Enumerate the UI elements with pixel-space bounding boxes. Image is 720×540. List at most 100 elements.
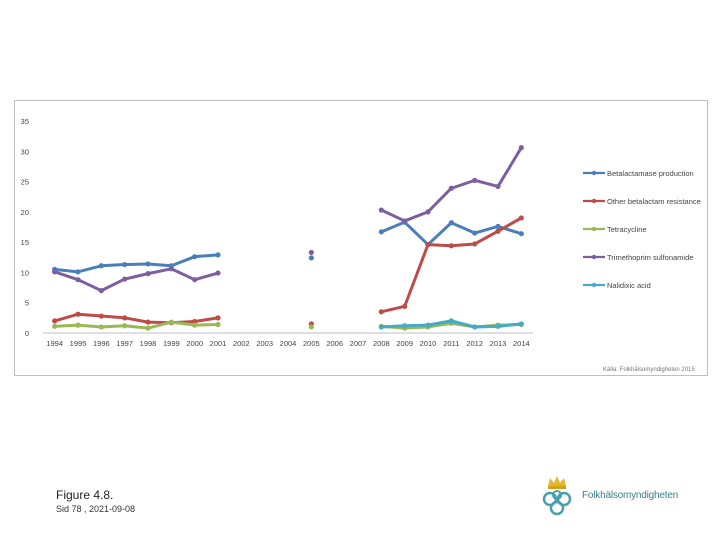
data-point — [215, 321, 221, 328]
data-point — [75, 269, 81, 275]
x-tick-label: 2014 — [513, 339, 530, 348]
data-point — [122, 323, 128, 329]
data-point — [168, 266, 174, 272]
y-tick-label: 0 — [25, 329, 29, 338]
x-tick-label: 2010 — [420, 339, 437, 348]
data-point — [52, 269, 58, 275]
data-point — [425, 241, 431, 248]
logo-text: Folkhälsomyndigheten — [582, 490, 679, 501]
data-point — [518, 231, 524, 237]
y-tick-label: 30 — [21, 147, 29, 156]
data-point — [448, 220, 454, 226]
data-point — [192, 318, 198, 325]
data-point — [52, 318, 58, 324]
x-tick-label: 1999 — [163, 339, 180, 348]
data-point — [402, 303, 408, 309]
legend-label: Other betalactam resistance — [607, 197, 701, 206]
data-point — [308, 255, 314, 261]
series-line — [53, 267, 220, 293]
y-tick-label: 10 — [21, 268, 29, 277]
data-point — [215, 270, 221, 276]
legend-label: Trimethoprim sulfonamide — [607, 253, 693, 262]
data-point — [308, 324, 314, 330]
data-point — [122, 276, 128, 282]
data-point — [98, 263, 104, 269]
data-point — [472, 241, 478, 247]
legend-swatch-marker — [591, 198, 597, 204]
data-point — [192, 277, 198, 283]
data-point — [145, 325, 151, 331]
legend-label: Tetracycline — [607, 225, 647, 234]
x-tick-label: 2005 — [303, 339, 320, 348]
data-point — [98, 324, 104, 330]
legend-item: Trimethoprim sulfonamide — [583, 253, 693, 262]
legend-item: Betalactamase production — [583, 169, 694, 178]
data-point — [518, 145, 524, 151]
data-point — [518, 215, 524, 221]
data-point — [472, 230, 478, 236]
data-point — [495, 183, 501, 190]
data-point — [122, 261, 128, 268]
data-point — [495, 323, 501, 329]
legend-item: Nalidixic acid — [583, 281, 651, 290]
data-point — [98, 288, 104, 294]
series-line — [53, 312, 220, 325]
series-line — [379, 146, 523, 223]
data-point — [402, 218, 408, 224]
data-point — [472, 177, 478, 183]
series-other-betalactam-resistance — [52, 215, 524, 327]
y-tick-label: 35 — [21, 117, 29, 126]
legend-item: Other betalactam resistance — [583, 197, 701, 206]
legend-swatch-marker — [591, 282, 597, 288]
legend-label: Betalactamase production — [607, 169, 694, 178]
data-point — [425, 209, 431, 215]
data-point — [378, 324, 384, 330]
y-tick-label: 25 — [21, 178, 29, 187]
x-tick-label: 2002 — [233, 339, 250, 348]
data-point — [308, 249, 314, 256]
series-line — [53, 320, 220, 330]
y-tick-label: 15 — [21, 238, 29, 247]
data-point — [75, 311, 81, 317]
data-point — [168, 319, 174, 325]
series-lines — [52, 145, 524, 331]
x-tick-label: 2001 — [210, 339, 227, 348]
x-tick-label: 1997 — [116, 339, 133, 348]
data-point — [215, 315, 221, 321]
x-tick-label: 2004 — [280, 339, 297, 348]
figure-subtitle: Sid 78 , 2021-09-08 — [56, 504, 136, 514]
data-point — [448, 185, 454, 191]
x-tick-label: 2008 — [373, 339, 390, 348]
x-tick-label: 1994 — [46, 339, 63, 348]
data-point — [378, 207, 384, 213]
x-tick-label: 2011 — [443, 339, 459, 348]
data-point — [52, 323, 58, 329]
data-point — [75, 322, 81, 328]
data-point — [145, 271, 151, 277]
data-point — [75, 277, 81, 283]
data-point — [122, 315, 128, 321]
x-tick-label: 2009 — [396, 339, 413, 348]
x-tick-label: 1996 — [93, 339, 110, 348]
agency-logo — [535, 470, 675, 520]
x-tick-label: 2007 — [350, 339, 367, 348]
data-point — [215, 252, 221, 258]
series-line — [53, 253, 220, 274]
y-tick-label: 5 — [25, 299, 29, 308]
axes: 0 5 10 15 20 25 30 35 1994 1995 1996 1997 1998 1999 20… — [21, 117, 533, 348]
series-nalidixic-acid — [378, 318, 524, 330]
legend-item: Tetracycline — [583, 225, 647, 234]
x-tick-label: 2006 — [326, 339, 343, 348]
data-point — [145, 319, 151, 325]
data-point — [448, 318, 454, 324]
figure-title: Figure 4.8. — [56, 488, 114, 502]
series-trimethoprim-sulfonamide — [52, 145, 524, 294]
crown-emblem-icon — [542, 476, 572, 516]
data-point — [378, 309, 384, 315]
legend: Betalactamase production Other betalactam… — [583, 169, 701, 290]
data-point — [192, 254, 198, 260]
source-note: Källa: Folkhälsomyndigheten 2015 — [603, 367, 695, 373]
x-tick-label: 1995 — [70, 339, 87, 348]
data-point — [495, 228, 501, 234]
x-tick-label: 2013 — [490, 339, 507, 348]
